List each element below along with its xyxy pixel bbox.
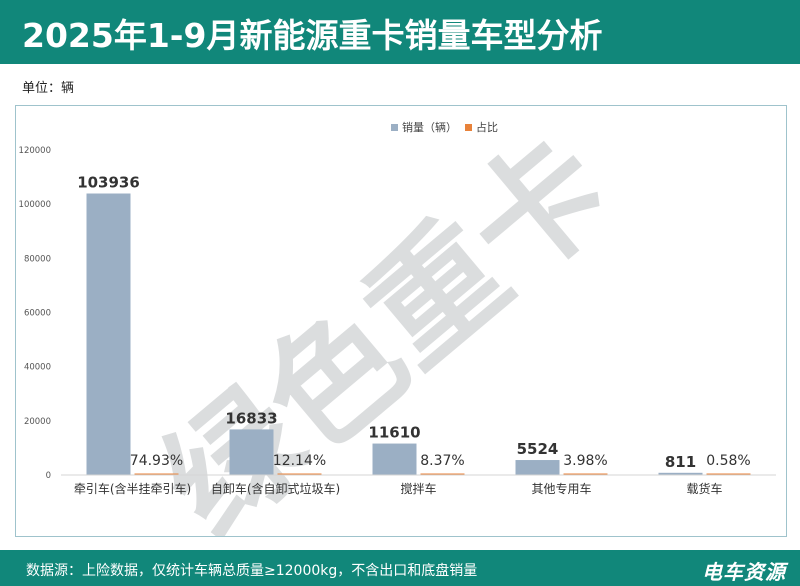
bar-share: [134, 473, 179, 475]
footer-bar: 数据源：上险数据，仅统计车辆总质量≥12000kg，不含出口和底盘销量 电车资源: [0, 550, 800, 586]
data-label-share: 12.14%: [273, 453, 326, 469]
x-category-label: 自卸车(含自卸式垃圾车): [211, 481, 340, 496]
bar-share: [563, 473, 608, 475]
data-label-sales: 103936: [77, 174, 140, 192]
legend-swatch: [465, 124, 472, 131]
brand-logo: 电车资源: [702, 560, 786, 584]
unit-label: 单位：辆: [22, 81, 75, 96]
x-category-label: 搅拌车: [400, 481, 436, 496]
data-source-note: 数据源：上险数据，仅统计车辆总质量≥12000kg，不含出口和底盘销量: [26, 563, 478, 579]
data-label-share: 0.58%: [706, 453, 750, 469]
bar-share: [706, 473, 751, 475]
bar-sales: [372, 443, 417, 475]
data-label-share: 8.37%: [420, 453, 464, 469]
legend-swatch: [391, 124, 398, 131]
y-tick-label: 60000: [24, 309, 51, 319]
bar-sales: [229, 429, 274, 475]
legend: 销量（辆） 占比: [391, 120, 498, 134]
data-label-sales: 11610: [368, 424, 420, 442]
y-tick-label: 0: [46, 471, 51, 481]
x-category-label: 载货车: [686, 481, 722, 496]
y-tick-label: 20000: [24, 417, 51, 427]
page-title: 2025年1-9月新能源重卡销量车型分析: [22, 16, 603, 55]
y-tick-label: 120000: [19, 146, 51, 156]
bar-share: [277, 473, 322, 475]
data-label-sales: 5524: [517, 440, 559, 458]
y-axis: 0 20000 40000 60000 80000 100000 120000: [19, 146, 51, 481]
x-category-label: 其他专用车: [531, 481, 591, 496]
y-tick-label: 80000: [24, 254, 51, 264]
legend-label: 销量（辆）: [402, 120, 457, 134]
data-label-share: 3.98%: [563, 453, 607, 469]
bar-chart: 绿色重卡 销量（辆） 占比 020000400006000080000100000…: [19, 108, 776, 565]
x-category-label: 牵引车(含半挂牵引车): [74, 481, 191, 496]
bar-share: [420, 473, 465, 475]
legend-label: 占比: [476, 120, 498, 134]
data-label-share: 74.93%: [130, 453, 183, 469]
bar-sales: [658, 472, 703, 475]
x-axis: 牵引车(含半挂牵引车) 自卸车(含自卸式垃圾车) 搅拌车 其他专用车 载货车: [61, 474, 776, 496]
y-tick-label: 40000: [24, 363, 51, 373]
chart-panel: 绿色重卡 销量（辆） 占比 0 20000 40000 60000 80000 100000…: [15, 105, 787, 565]
bar-sales: [86, 193, 131, 476]
header-bar: 2025年1-9月新能源重卡销量车型分析: [0, 0, 800, 64]
data-label-sales: 811: [665, 453, 696, 471]
data-label-sales: 16833: [225, 409, 277, 427]
y-tick-label: 100000: [19, 200, 51, 210]
bar-sales: [515, 460, 560, 475]
